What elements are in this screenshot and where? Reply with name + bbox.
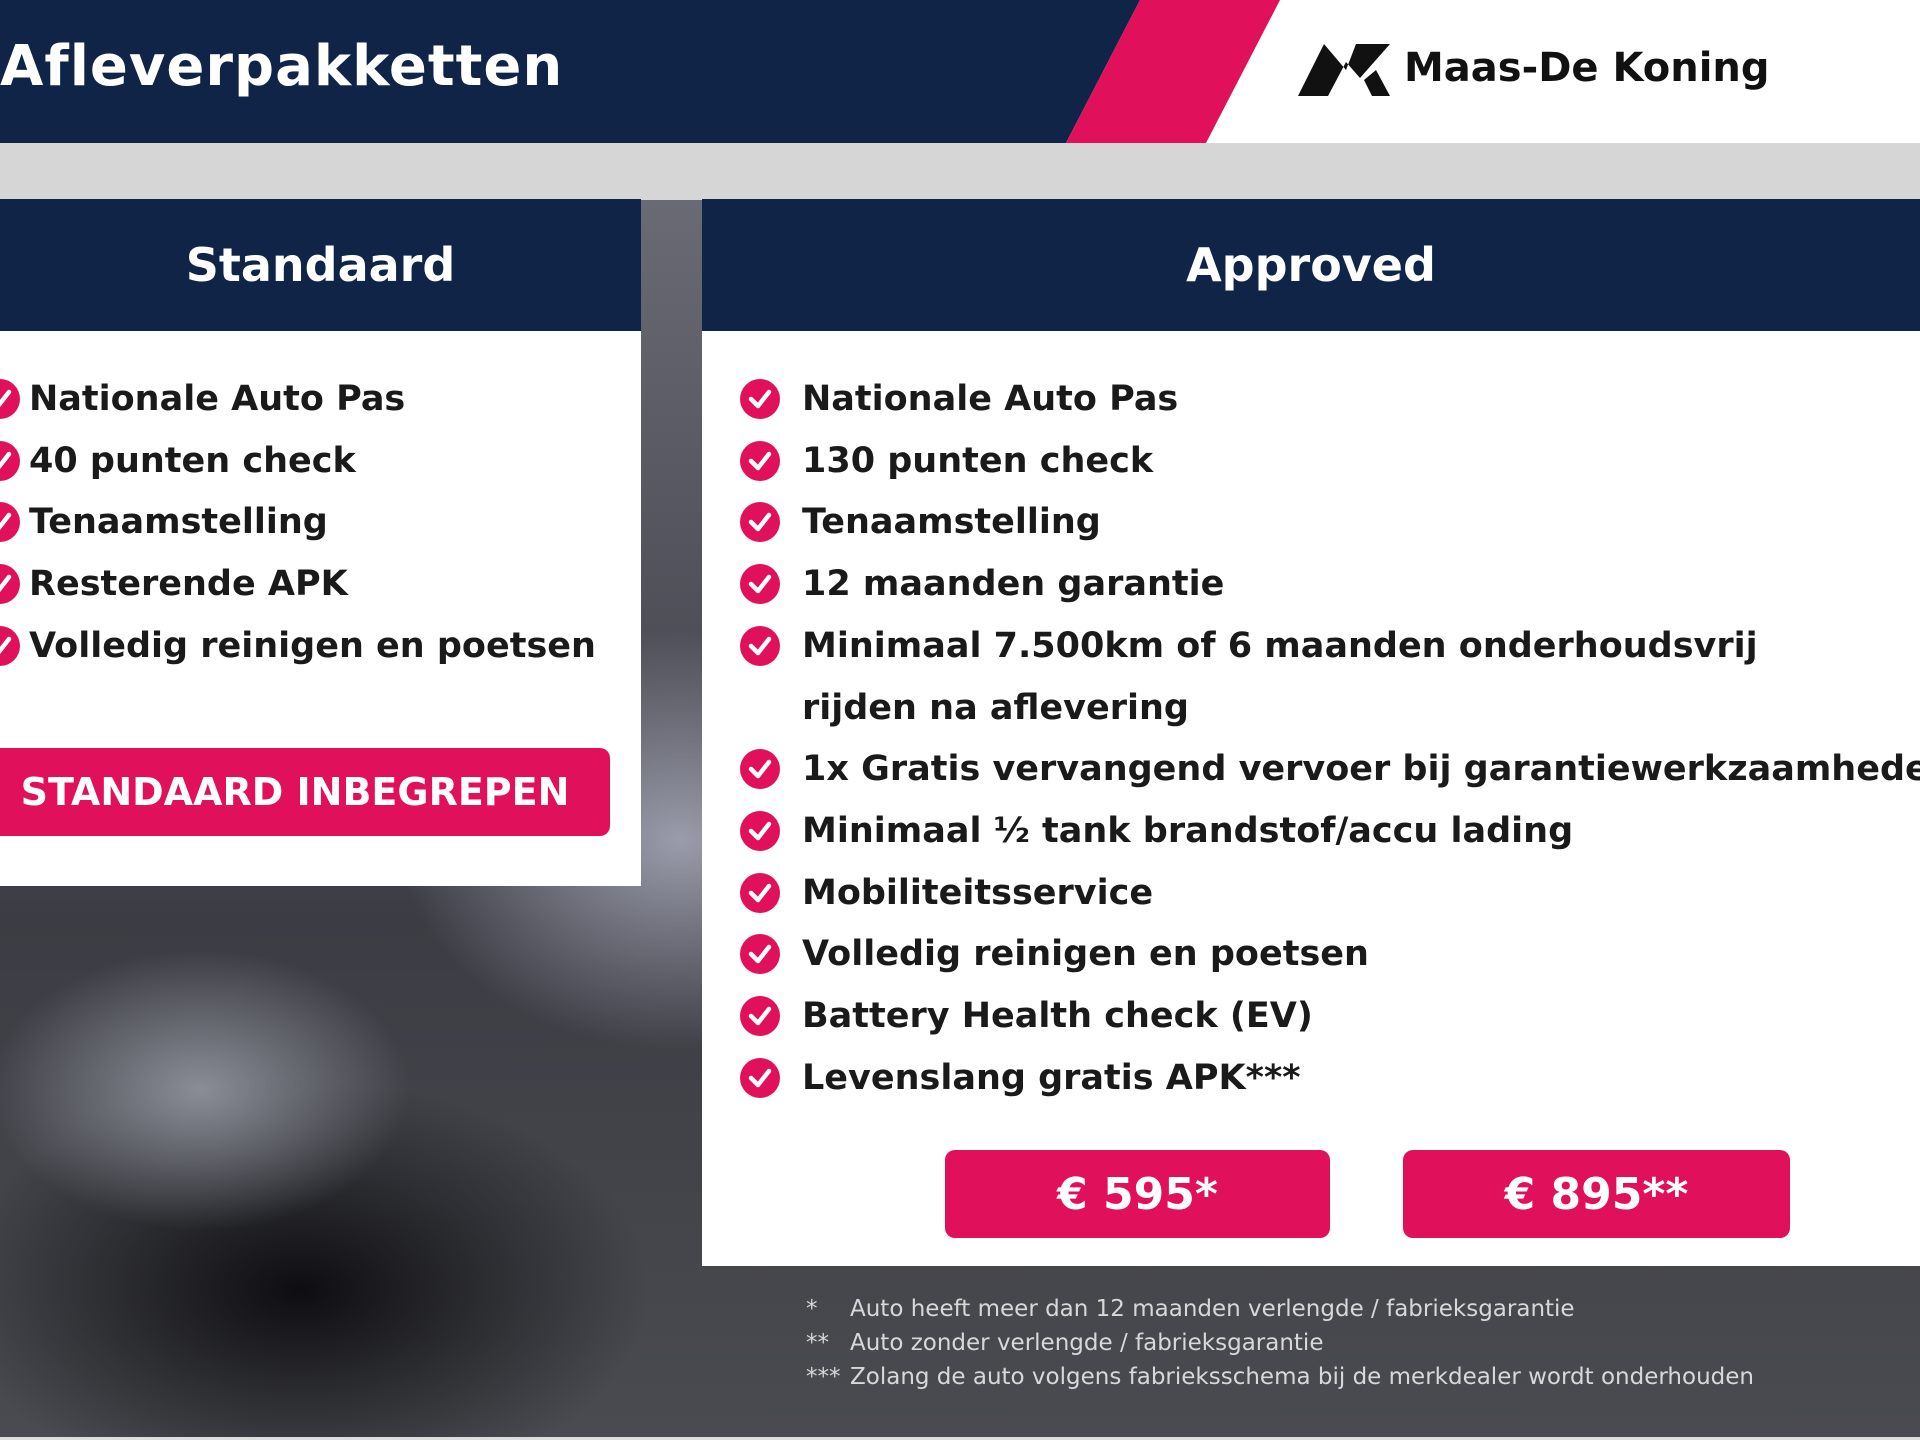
check-icon — [740, 749, 780, 790]
feature-item: Battery Health check (EV) — [802, 996, 1313, 1036]
feature-item: 40 punten check — [29, 440, 356, 481]
bottom-edge — [0, 1437, 1920, 1440]
footnote-text: Zolang de auto volgens fabrieksschema bi… — [850, 1364, 1754, 1390]
footnote-mark: *** — [806, 1364, 841, 1390]
feature-item: Tenaamstelling — [802, 502, 1101, 543]
feature-item: 130 punten check — [802, 440, 1154, 481]
check-icon — [740, 440, 780, 481]
check-icon — [740, 934, 780, 975]
feature-item: Resterende APK — [29, 564, 348, 605]
feature-item: Tenaamstelling — [29, 502, 328, 543]
feature-item: Volledig reinigen en poetsen — [802, 934, 1369, 975]
footnote-mark: * — [806, 1296, 818, 1322]
feature-item: Minimaal ½ tank brandstof/accu lading — [802, 810, 1574, 851]
check-icon — [740, 1057, 780, 1098]
feature-item: Nationale Auto Pas — [29, 379, 406, 419]
feature-item: Nationale Auto Pas — [802, 379, 1179, 419]
package-title: Approved — [702, 199, 1920, 331]
check-icon — [740, 564, 780, 605]
page-title: Afleverpakketten — [0, 34, 564, 99]
check-icon — [740, 810, 780, 851]
check-icon — [0, 440, 20, 481]
feature-item: 1x Gratis vervangend vervoer bij garanti… — [802, 749, 1920, 790]
footnote-mark: ** — [806, 1330, 829, 1356]
feature-item: Mobiliteitsservice — [802, 872, 1154, 913]
gray-band — [0, 143, 1920, 200]
feature-item: Minimaal 7.500km of 6 maanden onderhouds… — [802, 625, 1758, 666]
check-icon — [740, 625, 780, 666]
check-icon — [740, 379, 780, 419]
feature-item: Volledig reinigen en poetsen — [29, 625, 596, 666]
package-approved: Approved Nationale Auto Pas 130 punten ch… — [702, 199, 1920, 1266]
price-button-895[interactable]: € 895** — [1403, 1150, 1790, 1238]
check-icon — [740, 872, 780, 913]
feature-item: Levenslang gratis APK*** — [802, 1057, 1301, 1098]
check-icon — [740, 502, 780, 543]
check-icon — [0, 625, 20, 666]
standard-included-button[interactable]: STANDAARD INBEGREPEN — [0, 748, 610, 836]
check-icon — [740, 996, 780, 1036]
feature-item: 12 maanden garantie — [802, 564, 1225, 605]
check-icon — [0, 564, 20, 605]
header: Afleverpakketten Maas-De Koning — [0, 0, 1920, 143]
brand-logo: Maas-De Koning — [1298, 40, 1770, 96]
header-navy-panel — [0, 0, 1140, 143]
footnote-text: Auto zonder verlengde / fabrieksgarantie — [850, 1330, 1324, 1356]
brand-name: Maas-De Koning — [1404, 45, 1770, 91]
brand-logo-icon — [1298, 44, 1390, 96]
package-title: Standaard — [0, 199, 641, 331]
footnote-text: Auto heeft meer dan 12 maanden verlengde… — [850, 1296, 1575, 1322]
price-button-595[interactable]: € 595* — [945, 1150, 1330, 1238]
package-standard: Standaard Nationale Auto Pas 40 punten ch… — [0, 199, 641, 886]
check-icon — [0, 379, 20, 419]
feature-item: rijden na aflevering — [802, 687, 1189, 728]
check-icon — [0, 502, 20, 543]
